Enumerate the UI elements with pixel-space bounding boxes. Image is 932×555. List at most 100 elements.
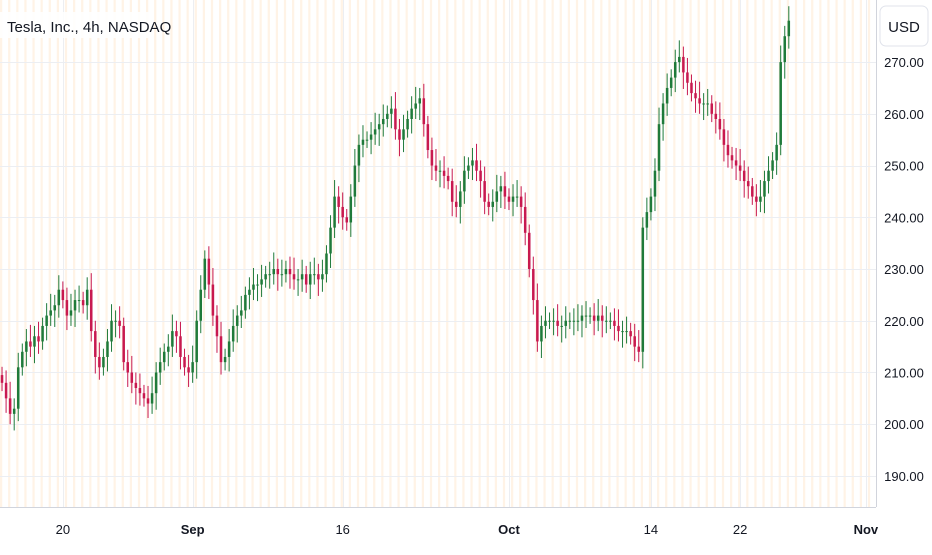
candle[interactable] xyxy=(649,188,653,221)
candle[interactable] xyxy=(722,118,726,162)
candle[interactable] xyxy=(256,274,259,302)
candle[interactable] xyxy=(564,306,568,339)
candle[interactable] xyxy=(195,310,198,379)
candle[interactable] xyxy=(94,320,97,374)
candle[interactable] xyxy=(686,57,689,96)
candle[interactable] xyxy=(272,252,276,285)
candle[interactable] xyxy=(584,301,588,328)
candle[interactable] xyxy=(621,320,624,348)
candle[interactable] xyxy=(718,102,722,140)
candle[interactable] xyxy=(454,185,458,218)
candle[interactable] xyxy=(167,334,170,367)
candle[interactable] xyxy=(536,283,539,352)
candle[interactable] xyxy=(345,209,349,231)
candle[interactable] xyxy=(142,384,146,407)
candle[interactable] xyxy=(694,80,697,113)
candle[interactable] xyxy=(211,267,215,326)
candle[interactable] xyxy=(507,188,511,211)
candle[interactable] xyxy=(175,320,178,353)
candle[interactable] xyxy=(296,269,300,296)
candle[interactable] xyxy=(479,160,482,198)
candle[interactable] xyxy=(321,259,324,292)
candle[interactable] xyxy=(308,261,312,300)
candle[interactable] xyxy=(426,115,430,159)
candle[interactable] xyxy=(596,299,600,332)
candle[interactable] xyxy=(390,96,393,129)
candle[interactable] xyxy=(235,305,239,343)
candle[interactable] xyxy=(755,184,758,217)
candle[interactable] xyxy=(353,148,357,207)
candle[interactable] xyxy=(657,107,661,182)
candle[interactable] xyxy=(219,321,223,375)
candle[interactable] xyxy=(645,197,649,241)
candle[interactable] xyxy=(8,381,12,425)
candle[interactable] xyxy=(49,293,52,326)
candle[interactable] xyxy=(706,88,709,116)
candle[interactable] xyxy=(89,273,93,342)
candle[interactable] xyxy=(244,286,247,319)
candle[interactable] xyxy=(215,305,219,353)
candle[interactable] xyxy=(280,259,284,287)
candle[interactable] xyxy=(37,321,40,354)
candle[interactable] xyxy=(702,93,705,121)
candle[interactable] xyxy=(556,304,559,337)
candle[interactable] xyxy=(734,147,738,181)
candle[interactable] xyxy=(373,112,377,145)
candle[interactable] xyxy=(25,329,28,367)
candle[interactable] xyxy=(592,303,596,336)
candle[interactable] xyxy=(779,45,782,156)
candle[interactable] xyxy=(333,180,336,238)
candle[interactable] xyxy=(503,171,507,210)
candle[interactable] xyxy=(85,277,89,320)
candle[interactable] xyxy=(162,343,166,371)
candle[interactable] xyxy=(467,157,470,180)
candle[interactable] xyxy=(459,181,462,224)
candle[interactable] xyxy=(73,289,77,327)
candle[interactable] xyxy=(227,329,231,372)
candle[interactable] xyxy=(61,281,65,309)
candle[interactable] xyxy=(714,101,718,134)
candle[interactable] xyxy=(637,330,641,363)
candle[interactable] xyxy=(633,323,636,362)
candle[interactable] xyxy=(394,92,397,140)
candle[interactable] xyxy=(710,95,714,123)
candle[interactable] xyxy=(357,134,361,183)
candle[interactable] xyxy=(77,285,81,313)
candle[interactable] xyxy=(406,110,409,138)
candle[interactable] xyxy=(381,104,385,137)
candle[interactable] xyxy=(775,132,778,175)
candle[interactable] xyxy=(207,246,211,300)
candle[interactable] xyxy=(438,160,442,188)
candle[interactable] xyxy=(669,69,673,97)
candle[interactable] xyxy=(767,156,770,194)
candle[interactable] xyxy=(613,308,616,341)
candle[interactable] xyxy=(450,168,454,217)
candle[interactable] xyxy=(661,93,665,141)
candle[interactable] xyxy=(268,261,271,289)
candle[interactable] xyxy=(625,316,628,344)
candle[interactable] xyxy=(110,304,113,352)
candle[interactable] xyxy=(682,46,685,89)
candle[interactable] xyxy=(572,308,576,336)
candle[interactable] xyxy=(487,193,490,216)
candle[interactable] xyxy=(491,189,495,222)
candle[interactable] xyxy=(122,317,125,371)
candle[interactable] xyxy=(21,343,24,376)
candle[interactable] xyxy=(114,310,117,338)
candle[interactable] xyxy=(398,118,401,157)
candle[interactable] xyxy=(483,166,486,215)
candle[interactable] xyxy=(742,160,746,198)
currency-badge[interactable] xyxy=(879,5,929,47)
candle[interactable] xyxy=(605,306,608,334)
candle[interactable] xyxy=(434,148,438,182)
candle[interactable] xyxy=(0,366,4,392)
candle[interactable] xyxy=(130,355,134,394)
candle[interactable] xyxy=(69,293,73,326)
candle[interactable] xyxy=(475,143,478,182)
candle[interactable] xyxy=(134,372,138,405)
candle[interactable] xyxy=(240,295,243,328)
candle[interactable] xyxy=(678,40,681,73)
candle[interactable] xyxy=(698,81,701,114)
